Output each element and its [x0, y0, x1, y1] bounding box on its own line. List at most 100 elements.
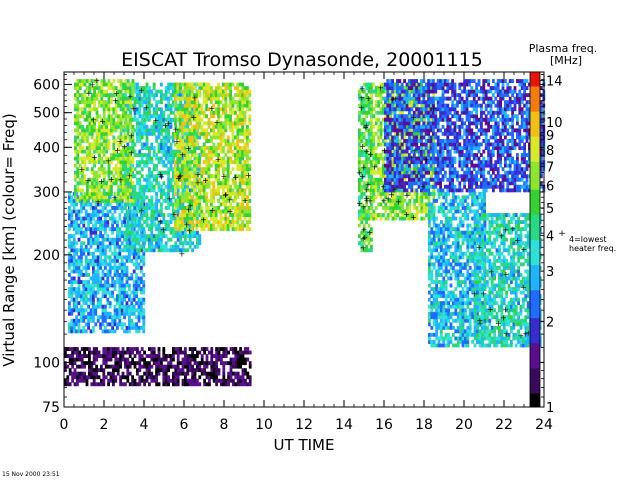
heatmap-cell — [174, 364, 178, 369]
heatmap-cell — [70, 311, 74, 316]
heatmap-cell — [169, 103, 173, 108]
heatmap-cell — [112, 181, 116, 186]
heatmap-cell — [124, 177, 128, 182]
heatmap-cell — [96, 258, 100, 263]
heatmap-cell — [217, 181, 220, 186]
heatmap-cell — [162, 160, 166, 165]
heatmap-cell — [365, 202, 368, 207]
heatmap-cell — [132, 262, 136, 267]
heatmap-cell — [124, 100, 128, 105]
heatmap-cell — [181, 170, 185, 175]
heatmap-cell — [188, 117, 192, 122]
heatmap-cell — [234, 357, 238, 362]
heatmap-cell — [83, 110, 87, 115]
heatmap-cell — [152, 216, 156, 221]
heatmap-cell — [379, 128, 383, 133]
heatmap-cell — [152, 96, 156, 101]
heatmap-cell — [241, 100, 244, 105]
heatmap-cell — [370, 103, 373, 108]
heatmap-cell — [114, 378, 118, 383]
heatmap-cell — [196, 230, 199, 235]
heatmap-cell — [222, 378, 226, 383]
heatmap-cell — [365, 82, 368, 87]
heatmap-cell — [70, 308, 74, 313]
heatmap-cell — [78, 131, 82, 136]
heatmap-cell — [107, 167, 111, 172]
heatmap-cell — [231, 188, 235, 193]
heatmap-cell — [401, 198, 404, 203]
heatmap-cell — [72, 198, 76, 203]
heatmap-cell — [167, 135, 170, 140]
heatmap-cell — [193, 167, 196, 172]
heatmap-cell — [152, 378, 156, 383]
heatmap-cell — [138, 170, 142, 175]
heatmap-cell — [102, 139, 106, 143]
heatmap-cell — [72, 258, 76, 263]
heatmap-cell — [124, 230, 127, 235]
heatmap-cell — [152, 121, 156, 126]
heatmap-cell — [219, 184, 223, 189]
heatmap-cell — [75, 213, 78, 217]
heatmap-cell — [131, 227, 134, 232]
heatmap-cell — [198, 110, 202, 115]
heatmap-cell — [112, 139, 116, 143]
heatmap-cell — [82, 294, 86, 299]
heatmap-cell — [239, 382, 242, 387]
heatmap-cell — [172, 100, 175, 105]
heatmap-cell — [95, 139, 99, 143]
heatmap-cell — [205, 156, 208, 161]
heatmap-cell — [183, 198, 187, 203]
heatmap-cell — [214, 149, 218, 154]
heatmap-cell — [195, 220, 199, 224]
heatmap-cell — [372, 107, 376, 112]
heatmap-cell — [71, 361, 74, 366]
heatmap-cell — [120, 209, 124, 214]
heatmap-cell — [129, 149, 132, 154]
heatmap-cell — [241, 167, 244, 172]
heatmap-cell — [94, 241, 98, 246]
heatmap-cell — [164, 156, 168, 161]
heatmap-cell — [100, 131, 104, 136]
heatmap-cell — [212, 378, 216, 383]
heatmap-cell — [186, 209, 189, 214]
heatmap-cell — [164, 124, 168, 129]
heatmap-cell — [96, 227, 100, 232]
heatmap-cell — [76, 188, 80, 193]
heatmap-cell — [99, 304, 102, 309]
heatmap-cell — [114, 361, 118, 366]
heatmap-cell — [231, 142, 235, 147]
heatmap-cell — [136, 223, 139, 228]
heatmap-cell — [169, 202, 173, 207]
heatmap-cell — [217, 347, 221, 351]
heatmap-cell — [176, 174, 180, 179]
heatmap-cell — [210, 364, 214, 369]
heatmap-cell — [362, 223, 366, 228]
heatmap-cell — [394, 202, 397, 207]
heatmap-cell — [116, 273, 119, 277]
heatmap-cell — [246, 371, 250, 376]
heatmap-cell — [98, 160, 101, 165]
heatmap-cell — [88, 371, 91, 376]
heatmap-cell — [108, 237, 112, 242]
heatmap-cell — [78, 107, 82, 112]
heatmap-cell — [140, 184, 144, 189]
heatmap-cell — [234, 121, 237, 126]
heatmap-cell — [124, 163, 127, 168]
heatmap-cell — [132, 220, 136, 224]
heatmap-cell — [193, 96, 196, 101]
heatmap-cell — [143, 128, 146, 133]
heatmap-cell — [215, 357, 218, 362]
heatmap-cell — [203, 350, 206, 355]
heatmap-cell — [202, 86, 206, 90]
heatmap-cell — [74, 184, 77, 189]
heatmap-cell — [167, 382, 170, 387]
heatmap-cell — [89, 220, 93, 224]
heatmap-cell — [241, 375, 245, 380]
heatmap-cell — [131, 117, 135, 122]
heatmap-cell — [80, 371, 84, 376]
heatmap-cell — [92, 308, 95, 313]
heatmap-cell — [116, 244, 119, 249]
heatmap-cell — [128, 244, 132, 249]
heatmap-cell — [117, 114, 120, 119]
heatmap-cell — [372, 146, 376, 150]
